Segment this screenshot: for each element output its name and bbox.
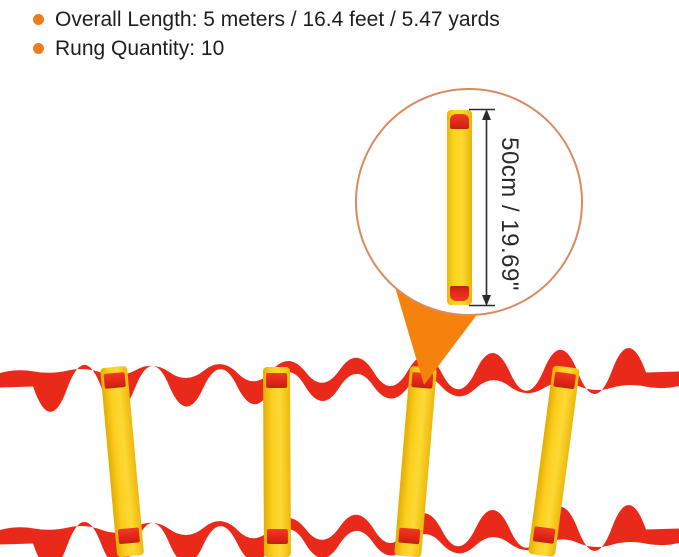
magnified-rung xyxy=(447,110,472,305)
bullet-icon xyxy=(33,43,44,54)
bullet-icon xyxy=(33,14,44,25)
spec-label-overall-length: Overall Length: 5 meters / 16.4 feet / 5… xyxy=(55,8,500,31)
spec-item-rung-quantity: Rung Quantity: 10 xyxy=(33,34,500,63)
magnified-strap-top xyxy=(450,114,469,129)
dimension-label: 50cm / 19.69" xyxy=(496,137,523,291)
ladder-bottom-strap xyxy=(0,505,679,557)
magnifier-callout-circle: 50cm / 19.69" xyxy=(355,88,583,316)
dimension-arrow xyxy=(469,108,495,307)
ladder-rung xyxy=(263,366,291,557)
spec-list: Overall Length: 5 meters / 16.4 feet / 5… xyxy=(33,5,500,63)
spec-item-overall-length: Overall Length: 5 meters / 16.4 feet / 5… xyxy=(33,5,500,34)
magnified-strap-bottom xyxy=(450,286,469,301)
spec-label-rung-quantity: Rung Quantity: 10 xyxy=(55,37,225,60)
ladder-top-strap xyxy=(0,347,679,412)
